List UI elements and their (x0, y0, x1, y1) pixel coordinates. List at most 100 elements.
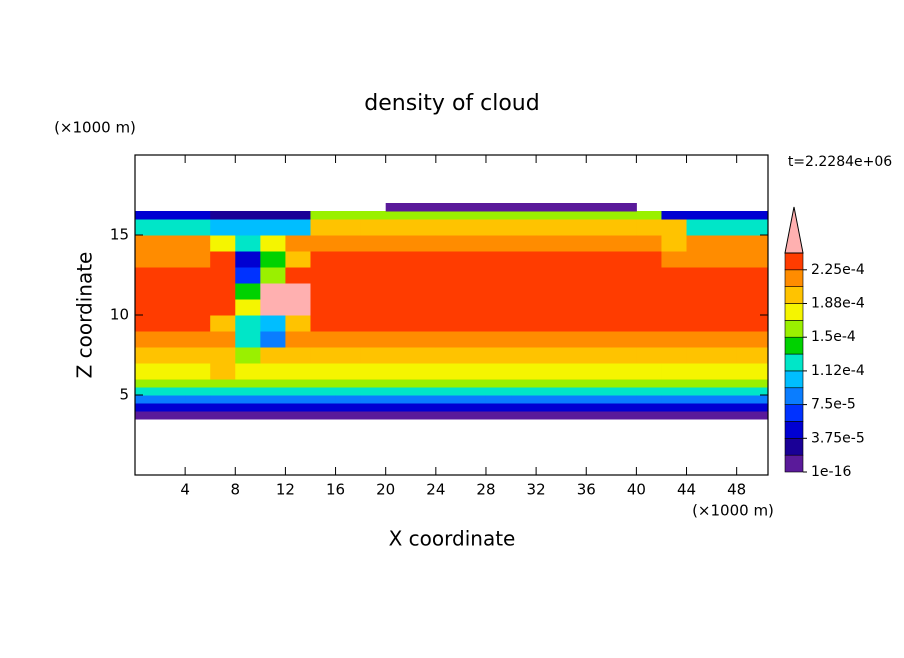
contour-cell (511, 379, 537, 388)
contour-cell (561, 395, 587, 404)
contour-cell (160, 299, 186, 316)
contour-cell (611, 363, 637, 380)
contour-cell (736, 219, 769, 236)
contour-cell (135, 387, 161, 396)
contour-cell (686, 299, 713, 316)
contour-cell (661, 211, 688, 220)
contour-cell (536, 403, 562, 412)
colorbar-band (784, 454, 804, 473)
contour-cell (586, 387, 612, 396)
contour-cell (185, 395, 211, 404)
contour-cell (536, 299, 562, 316)
contour-cell (536, 331, 562, 348)
contour-cell (160, 403, 186, 412)
colorbar-band (784, 387, 804, 405)
contour-cell (210, 403, 236, 412)
contour-cell (536, 315, 562, 332)
contour-cell (611, 379, 637, 388)
contour-cell (260, 251, 286, 268)
contour-cell (686, 331, 713, 348)
colorbar-band (784, 320, 804, 338)
contour-cell (561, 235, 587, 252)
contour-cell (661, 395, 688, 404)
x-tick-label: 28 (476, 481, 495, 499)
contour-cell (485, 251, 512, 268)
contour-cell (135, 251, 161, 268)
contour-cell (410, 411, 437, 420)
contour-cell (410, 211, 437, 220)
contour-cell (435, 299, 462, 316)
colorbar-band (784, 353, 804, 372)
contour-cell (185, 283, 211, 300)
contour-cell (711, 411, 738, 420)
contour-cell (260, 411, 286, 420)
contour-cell (736, 211, 769, 220)
contour-cell (435, 211, 462, 220)
contour-cell (686, 395, 713, 404)
colorbar-tick-label: 1.88e-4 (811, 296, 865, 312)
contour-cell (210, 315, 236, 332)
contour-cell (636, 299, 662, 316)
contour-cell (711, 331, 738, 348)
contour-cell (435, 283, 462, 300)
contour-cell (185, 211, 211, 220)
contour-cell (210, 299, 236, 316)
contour-cell (335, 363, 362, 380)
contour-cell (235, 267, 261, 284)
contour-cell (160, 395, 186, 404)
contour-cell (586, 203, 612, 212)
contour-cell (335, 403, 362, 412)
contour-cell (561, 267, 587, 284)
contour-cell (235, 315, 261, 332)
contour-cell (661, 283, 688, 300)
contour-cell (360, 283, 387, 300)
contour-cell (561, 331, 587, 348)
contour-cell (310, 403, 337, 412)
contour-cell (511, 283, 537, 300)
contour-cell (385, 331, 412, 348)
contour-cell (385, 403, 412, 412)
contour-field (135, 203, 769, 420)
contour-cell (636, 347, 662, 364)
contour-cell (385, 283, 412, 300)
contour-cell (335, 251, 362, 268)
contour-cell (536, 267, 562, 284)
contour-cell (536, 387, 562, 396)
contour-cell (160, 331, 186, 348)
contour-cell (561, 219, 587, 236)
contour-cell (185, 347, 211, 364)
contour-cell (260, 267, 286, 284)
contour-cell (686, 403, 713, 412)
contour-cell (460, 219, 487, 236)
contour-cell (460, 283, 487, 300)
contour-cell (736, 299, 769, 316)
contour-cell (160, 387, 186, 396)
contour-cell (561, 299, 587, 316)
contour-cell (410, 387, 437, 396)
contour-cell (636, 363, 662, 380)
contour-cell (686, 283, 713, 300)
contour-cell (385, 235, 412, 252)
contour-cell (686, 363, 713, 380)
contour-cell (360, 299, 387, 316)
contour-cell (260, 347, 286, 364)
contour-cell (460, 411, 487, 420)
contour-cell (561, 347, 587, 364)
contour-cell (586, 299, 612, 316)
contour-cell (160, 235, 186, 252)
contour-cell (460, 347, 487, 364)
contour-cell (260, 283, 286, 300)
contour-cell (360, 403, 387, 412)
contour-cell (435, 395, 462, 404)
contour-cell (435, 203, 462, 212)
contour-cell (661, 267, 688, 284)
contour-cell (310, 299, 337, 316)
contour-cell (711, 363, 738, 380)
contour-cell (711, 211, 738, 220)
contour-cell (135, 211, 161, 220)
contour-cell (460, 403, 487, 412)
contour-cell (460, 379, 487, 388)
contour-cell (736, 363, 769, 380)
contour-cell (711, 379, 738, 388)
x-tick-label: 8 (231, 481, 241, 499)
